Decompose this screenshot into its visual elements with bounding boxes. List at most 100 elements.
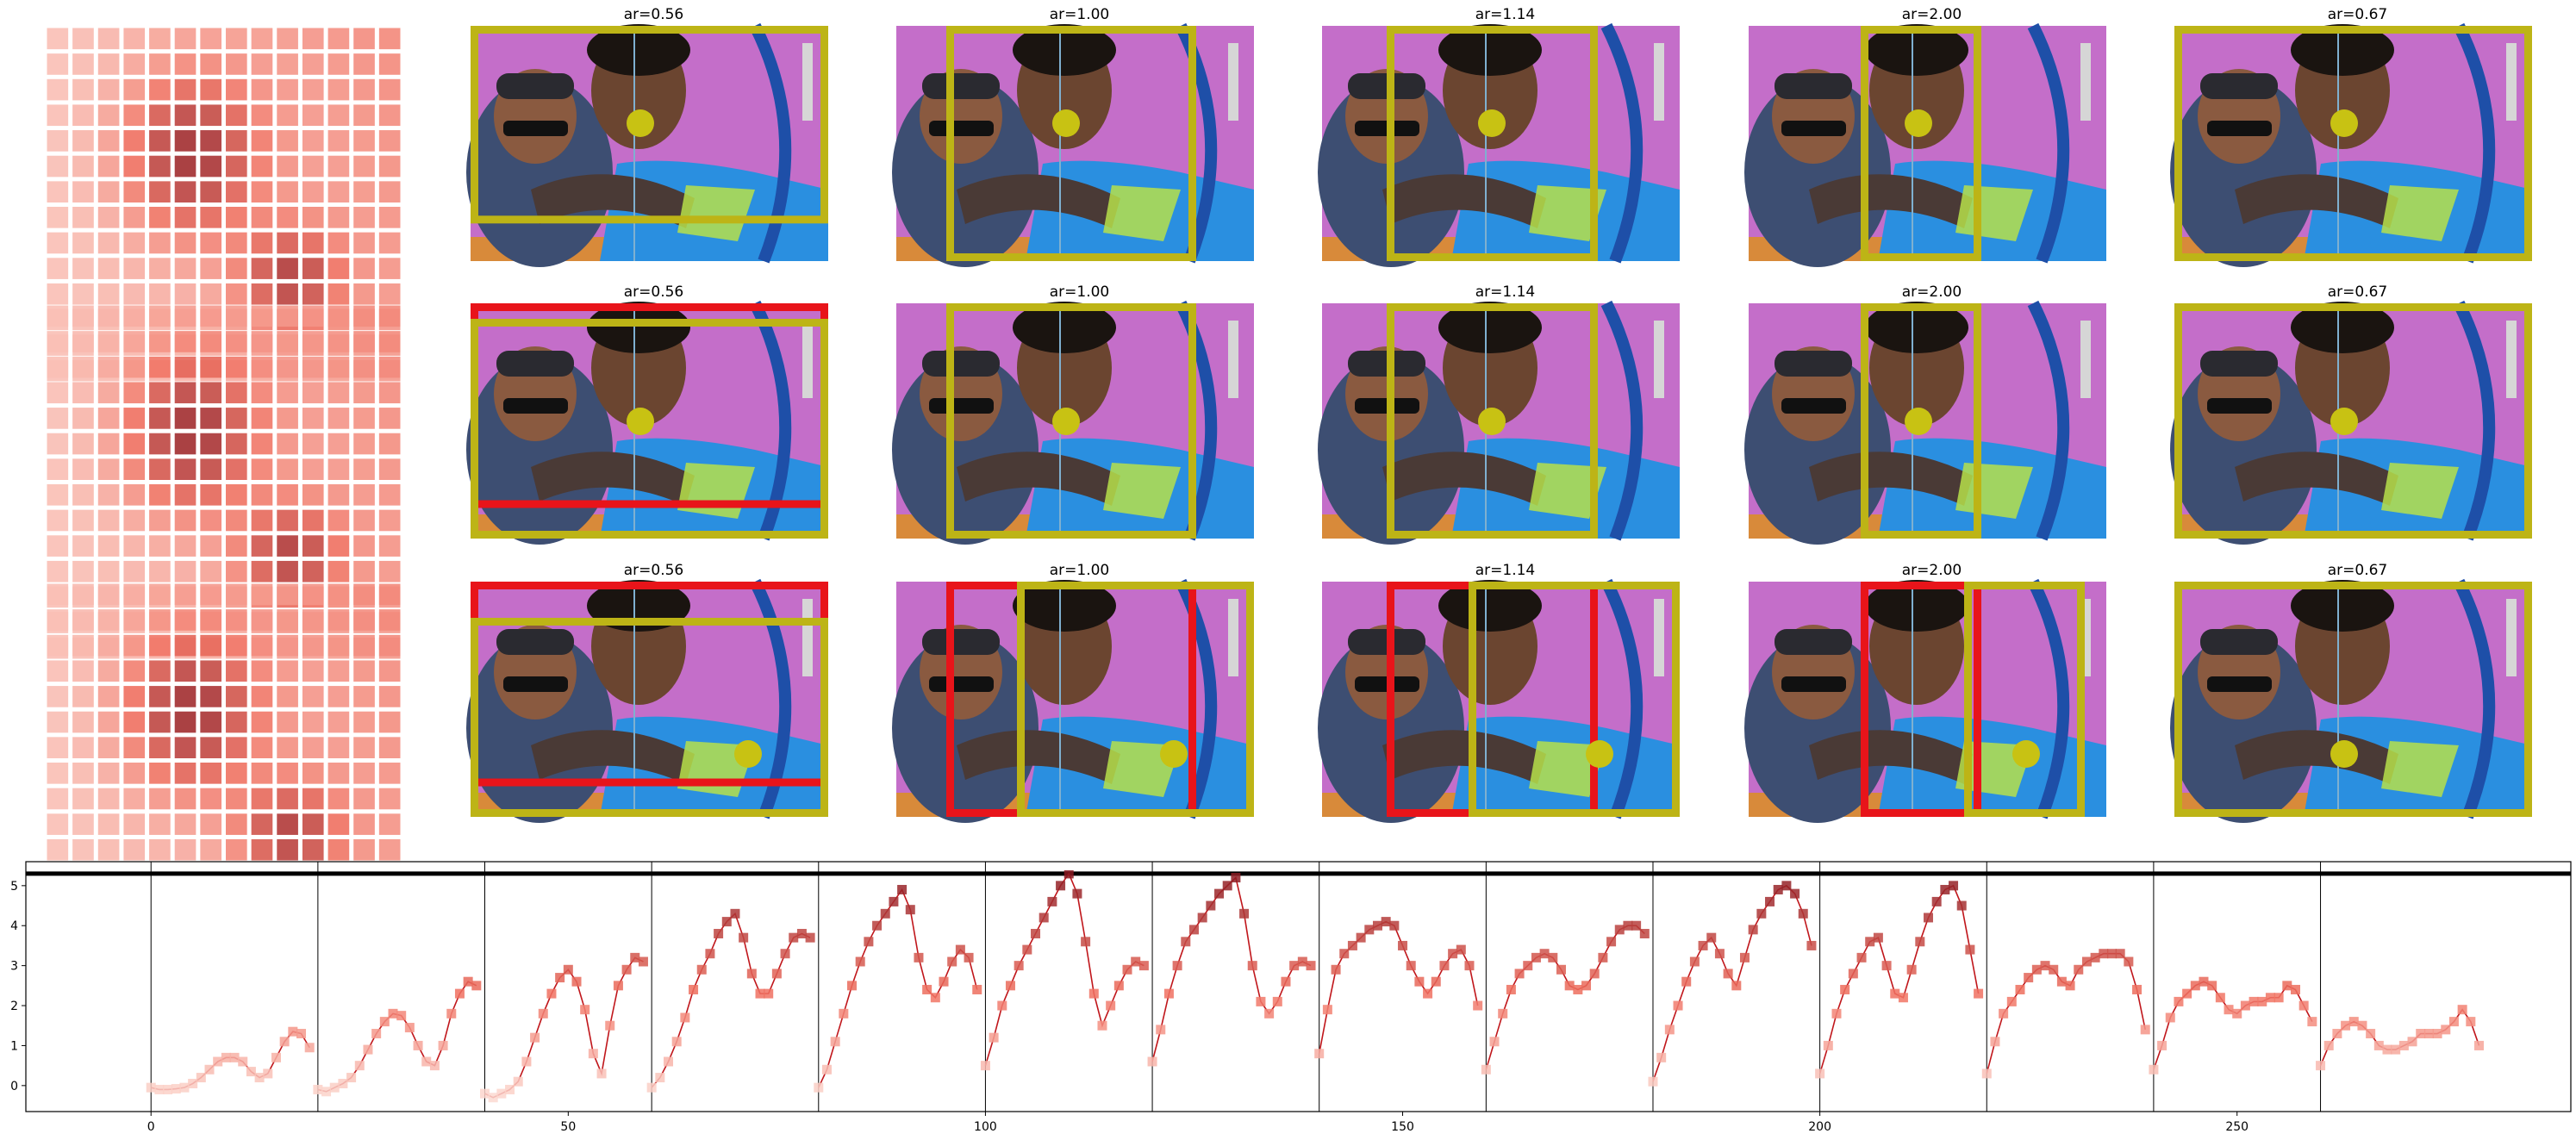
heatmap-cell	[97, 356, 120, 378]
heatmap-cell	[327, 609, 350, 631]
data-point	[1623, 920, 1633, 931]
armguard	[1103, 463, 1181, 519]
heatmap-cell	[200, 763, 221, 784]
data-point	[2015, 984, 2025, 994]
heatmap-cell	[47, 788, 69, 810]
data-point	[1564, 981, 1575, 991]
heatmap-cell	[123, 458, 146, 480]
archer-hair	[1865, 302, 1968, 353]
heatmap-cell	[277, 130, 298, 152]
data-point	[413, 1040, 423, 1050]
crop-panel: ar=1.14	[1318, 283, 1680, 545]
heatmap-cell	[251, 458, 273, 480]
heatmap-cell	[174, 660, 196, 682]
heatmap-cell	[226, 737, 247, 758]
heatmap-cell	[174, 535, 196, 557]
armguard	[1529, 185, 1606, 241]
heatmap-cell	[47, 458, 69, 480]
heatmap-cell	[251, 331, 273, 352]
heatmap-cell	[277, 838, 298, 861]
data-point	[2382, 1044, 2392, 1055]
cap-icon	[496, 351, 574, 377]
heatmap-cell	[277, 609, 298, 631]
data-point	[279, 1037, 290, 1047]
data-point	[689, 984, 699, 994]
heatmap-cell	[327, 232, 350, 254]
data-point	[1974, 988, 1984, 999]
data-point	[930, 993, 940, 1003]
heatmap-cell	[97, 509, 120, 532]
heatmap-cell	[149, 763, 171, 784]
heatmap-cell	[149, 711, 171, 733]
data-point	[1031, 929, 1041, 939]
data-point	[2049, 964, 2059, 975]
heatmap-cell	[72, 788, 94, 810]
cap-icon	[1775, 73, 1852, 99]
heatmap-cell	[97, 181, 120, 202]
data-point	[1489, 1037, 1500, 1047]
heatmap-cell	[353, 408, 375, 429]
heatmap-cell	[123, 78, 146, 101]
heatmap-cell	[277, 331, 298, 352]
data-point	[746, 969, 757, 979]
heatmap-cell	[226, 130, 247, 152]
heatmap-cell	[174, 155, 196, 178]
heatmap-cell	[226, 382, 247, 404]
heatmap-cell	[149, 305, 171, 327]
heatmap-cell	[149, 331, 171, 352]
archer-arm	[957, 452, 1120, 506]
heatmap-cell	[47, 232, 69, 254]
data-point	[680, 1012, 690, 1023]
heatmap-cell	[327, 305, 350, 327]
heatmap-cell	[378, 763, 401, 784]
armguard	[1529, 463, 1606, 519]
data-point	[588, 1049, 598, 1059]
data-point	[1222, 881, 1232, 891]
data-point	[513, 1076, 523, 1087]
archer-arm	[531, 730, 695, 784]
heatmap-cell	[47, 660, 69, 682]
data-point	[755, 988, 765, 999]
data-point	[296, 1029, 307, 1039]
heatmap-cell	[97, 130, 120, 152]
data-point	[2207, 981, 2217, 991]
data-point	[179, 1082, 190, 1093]
heatmap-cell	[97, 458, 120, 480]
data-point	[739, 932, 749, 943]
data-point	[2298, 1000, 2309, 1011]
heatmap-cell	[97, 711, 120, 733]
data-point	[2282, 981, 2292, 991]
data-point	[764, 988, 774, 999]
heatmap-cell	[226, 207, 247, 228]
data-point	[864, 937, 874, 947]
data-point	[714, 929, 724, 939]
heatmap-cell	[123, 634, 146, 657]
heatmap-cell	[200, 660, 221, 682]
data-point	[1739, 952, 1750, 962]
focus-point-dot	[1905, 408, 1932, 435]
data-point	[2090, 952, 2100, 962]
armguard	[2381, 741, 2459, 797]
heatmap-cell	[277, 813, 298, 835]
heatmap-cell	[174, 484, 196, 506]
data-point	[1138, 961, 1149, 971]
heatmap-cell	[123, 382, 146, 404]
heatmap-cell	[302, 509, 324, 532]
data-point	[288, 1026, 298, 1037]
heatmap-cell	[97, 331, 120, 352]
heatmap-cell	[226, 609, 247, 631]
bow-icon	[1600, 22, 1644, 264]
heatmap-cell	[327, 737, 350, 758]
data-point	[1281, 976, 1291, 987]
heatmap-cell	[251, 433, 273, 455]
heatmap-cell	[226, 788, 247, 810]
heatmap-cell	[149, 181, 171, 202]
heatmap-cell	[226, 458, 247, 480]
heatmap-cell	[200, 130, 221, 152]
data-point	[2056, 976, 2067, 987]
heatmap-cell	[353, 560, 375, 582]
heatmap-cell	[353, 813, 375, 835]
data-point	[1431, 976, 1441, 987]
bow-icon	[2453, 578, 2496, 819]
data-point	[563, 964, 573, 975]
